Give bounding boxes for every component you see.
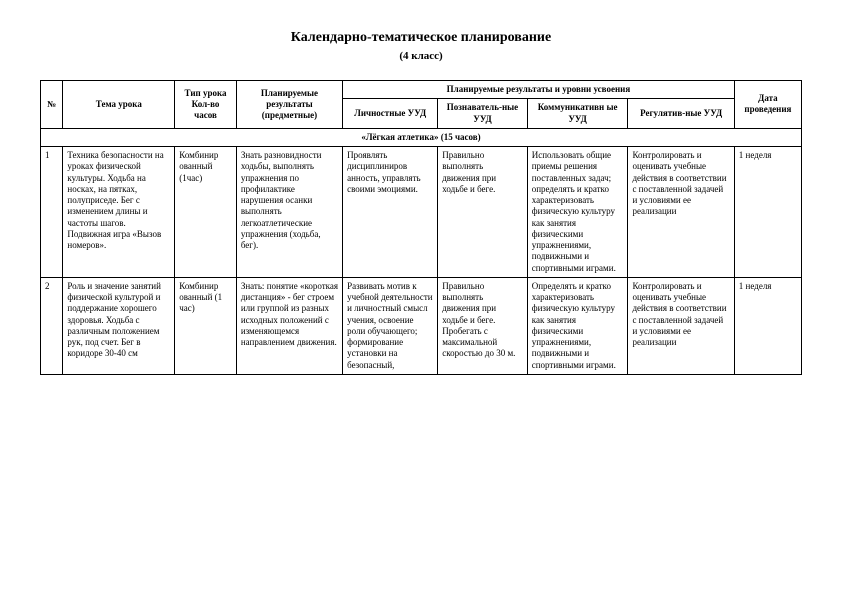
page-subtitle: (4 класс) [40, 50, 802, 62]
cell-cognitive: Правильно выполнять движения при ходьбе … [438, 147, 528, 278]
planning-table: № Тема урока Тип урока Кол-во часов План… [40, 80, 802, 375]
cell-num: 1 [41, 147, 63, 278]
cell-personal: Развивать мотив к учебной деятельности и… [343, 277, 438, 374]
col-communicative: Коммуникативн ые УУД [527, 99, 628, 129]
cell-regulatory: Контролировать и оценивать учебные дейст… [628, 277, 734, 374]
table-row: 1 Техника безопасности на уроках физичес… [41, 147, 802, 278]
cell-type: Комбинир ованный (1час) [175, 147, 237, 278]
page-title: Календарно-тематическое планирование [40, 30, 802, 46]
cell-type: Комбинир ованный (1 час) [175, 277, 237, 374]
cell-date: 1 неделя [734, 277, 801, 374]
cell-subject: Знать разновидности ходьбы, выполнять уп… [236, 147, 342, 278]
cell-communicative: Использовать общие приемы решения постав… [527, 147, 628, 278]
col-num: № [41, 81, 63, 129]
cell-regulatory: Контролировать и оценивать учебные дейст… [628, 147, 734, 278]
col-date: Дата проведения [734, 81, 801, 129]
cell-communicative: Определять и кратко характеризовать физи… [527, 277, 628, 374]
col-results-levels: Планируемые результаты и уровни усвоения [343, 81, 735, 99]
section-header: «Лёгкая атлетика» (15 часов) [41, 128, 802, 146]
cell-num: 2 [41, 277, 63, 374]
col-personal: Личностные УУД [343, 99, 438, 129]
cell-topic: Роль и значение занятий физической культ… [63, 277, 175, 374]
col-topic: Тема урока [63, 81, 175, 129]
col-results-subject: Планируемые результаты (предметные) [236, 81, 342, 129]
table-row: 2 Роль и значение занятий физической кул… [41, 277, 802, 374]
cell-topic: Техника безопасности на уроках физическо… [63, 147, 175, 278]
col-regulatory: Регулятив-ные УУД [628, 99, 734, 129]
cell-cognitive: Правильно выполнять движения при ходьбе … [438, 277, 528, 374]
cell-subject: Знать: понятие «короткая дистанция» - бе… [236, 277, 342, 374]
col-cognitive: Познаватель-ные УУД [438, 99, 528, 129]
cell-personal: Проявлять дисциплиниров анность, управля… [343, 147, 438, 278]
cell-date: 1 неделя [734, 147, 801, 278]
col-type: Тип урока Кол-во часов [175, 81, 237, 129]
